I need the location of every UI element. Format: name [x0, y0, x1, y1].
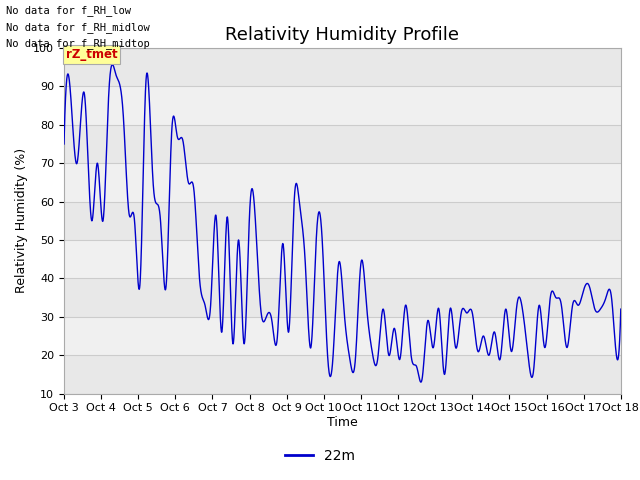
Bar	[64, 125, 621, 163]
Bar	[64, 355, 621, 394]
Legend: 22m: 22m	[280, 443, 360, 468]
Text: No data for f_RH_midtop: No data for f_RH_midtop	[6, 38, 150, 49]
Bar	[64, 317, 621, 355]
Text: No data for f_RH_low: No data for f_RH_low	[6, 5, 131, 16]
Bar	[64, 48, 621, 86]
Bar	[64, 86, 621, 125]
Title: Relativity Humidity Profile: Relativity Humidity Profile	[225, 25, 460, 44]
Text: rZ_tmet: rZ_tmet	[66, 48, 118, 61]
Text: No data for f_RH_midlow: No data for f_RH_midlow	[6, 22, 150, 33]
Bar	[64, 202, 621, 240]
X-axis label: Time: Time	[327, 416, 358, 429]
Bar	[64, 278, 621, 317]
Bar	[64, 240, 621, 278]
Bar	[64, 163, 621, 202]
Y-axis label: Relativity Humidity (%): Relativity Humidity (%)	[15, 148, 28, 293]
